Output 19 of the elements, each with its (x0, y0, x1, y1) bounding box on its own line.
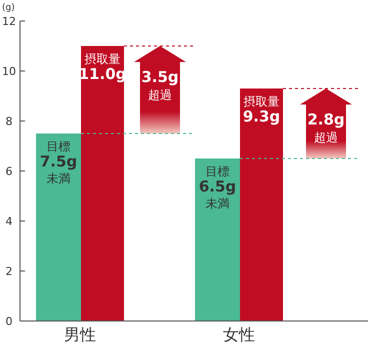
data-label: 目標 7.5g 未満 (40, 140, 78, 186)
y-tick-label: 0 (6, 315, 12, 328)
annotation: 2.8g 超過 (307, 110, 345, 144)
y-tick-label: 6 (6, 165, 12, 178)
bar (81, 46, 124, 321)
x-tick-label: 男性 (64, 325, 96, 344)
data-label: 摂取量 9.3g (242, 94, 280, 126)
y-tick-label: 2 (6, 265, 12, 278)
y-tick-label: 12 (2, 15, 16, 28)
bar (240, 88, 283, 321)
x-tick-label: 女性 (223, 325, 255, 344)
y-axis-title: (g) (2, 3, 15, 13)
y-tick-label: 10 (2, 65, 16, 78)
data-label: 目標 6.5g 未満 (198, 164, 236, 210)
annotation: 3.5g 超過 (141, 68, 179, 102)
bar (195, 158, 240, 321)
y-tick-label: 4 (6, 215, 12, 228)
bar (36, 134, 81, 321)
y-tick-label: 8 (6, 115, 12, 128)
